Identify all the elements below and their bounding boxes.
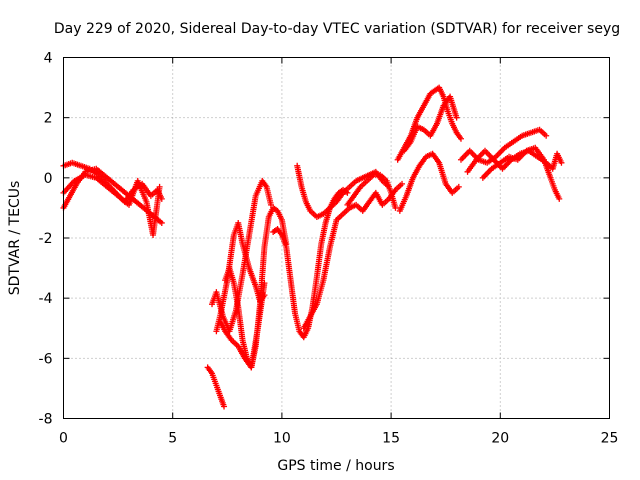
data-point — [158, 219, 165, 226]
y-tick-label: 4 — [44, 51, 53, 67]
y-axis-label: SDTVAR / TECUs — [7, 181, 23, 296]
data-point — [399, 180, 406, 187]
data-point — [455, 183, 462, 190]
x-axis-label: GPS time / hours — [277, 458, 394, 474]
x-tick-label: 25 — [601, 431, 619, 447]
series-track-4 — [204, 364, 228, 410]
x-tick-label: 0 — [59, 431, 68, 447]
data-point — [556, 195, 563, 202]
series-track-8 — [217, 280, 268, 371]
x-tick-label: 10 — [273, 431, 291, 447]
y-tick-label: 2 — [44, 111, 53, 127]
y-tick-label: -6 — [39, 351, 53, 367]
data-marks — [60, 84, 565, 410]
y-tick-label: 0 — [44, 171, 53, 187]
data-point — [558, 159, 565, 166]
data-point — [392, 204, 399, 211]
series-track-14 — [401, 93, 460, 154]
data-point — [543, 132, 550, 139]
grid — [63, 57, 610, 419]
x-tick-label: 5 — [168, 431, 177, 447]
data-point — [457, 135, 464, 142]
series-track-16 — [457, 126, 550, 166]
series-track-15 — [396, 150, 462, 214]
y-tick-label: -2 — [39, 231, 53, 247]
y-tick-label: -4 — [39, 291, 53, 307]
data-point — [261, 280, 268, 287]
series-track-12 — [344, 171, 399, 211]
x-tick-label: 20 — [491, 431, 509, 447]
series-track-10 — [294, 162, 392, 220]
series-track-18 — [479, 144, 563, 202]
series-track-11 — [300, 180, 406, 332]
axis-ticks: 0 5 10 15 20 25 -8 -6 -4 -2 0 2 4 — [39, 51, 619, 447]
chart-title: Day 229 of 2020, Sidereal Day-to-day VTE… — [54, 21, 620, 37]
data-point — [156, 183, 163, 190]
data-point — [267, 201, 274, 208]
y-tick-label: -8 — [39, 412, 53, 428]
series-track-3 — [60, 171, 163, 238]
x-tick-label: 15 — [382, 431, 400, 447]
data-point — [453, 114, 460, 121]
data-point — [221, 403, 228, 410]
